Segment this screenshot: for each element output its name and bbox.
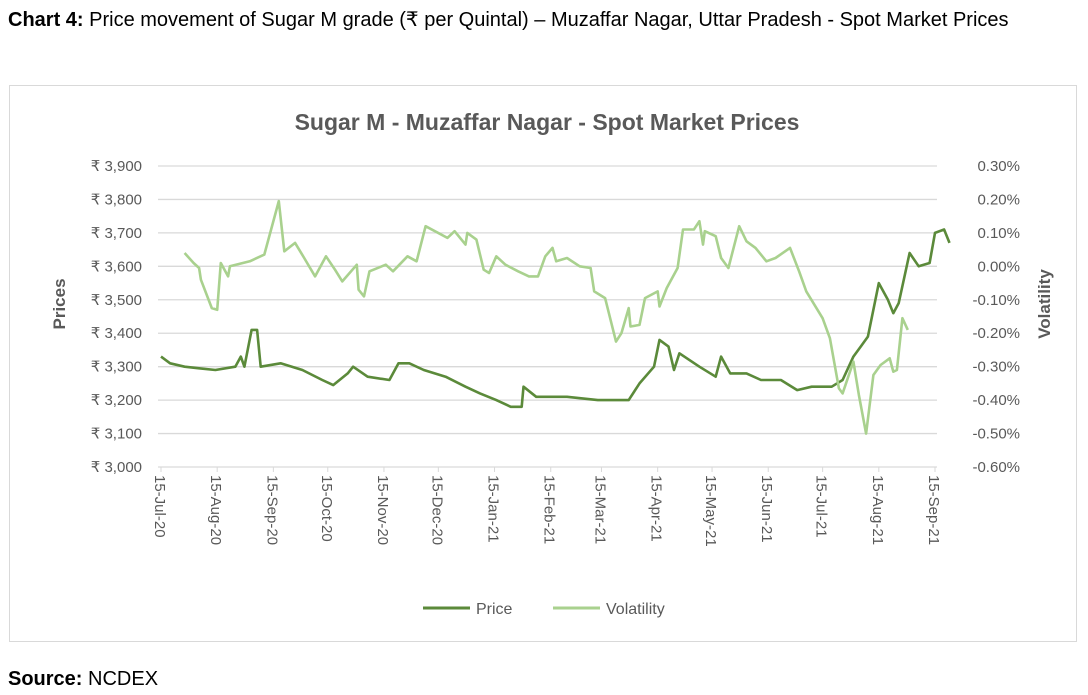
x-tick-label: 15-Jul-21 [813,475,830,538]
x-tick-label: 15-Aug-20 [207,475,224,545]
y2-tick-label: 0.30% [977,158,1020,175]
y-tick-label: ₹ 3,000 [91,459,142,476]
chart-svg: Sugar M - Muzaffar Nagar - Spot Market P… [50,109,1054,618]
y2-tick-label: -0.10% [972,292,1020,309]
y-axis-label: Prices [50,278,69,329]
y2-tick-label: -0.50% [972,426,1020,443]
x-tick-label: 15-Apr-21 [648,475,665,542]
series-line-volatility [183,199,909,435]
y-tick-label: ₹ 3,300 [91,359,142,376]
series-line-price [160,228,951,409]
y2-tick-label: 0.20% [977,191,1020,208]
chart-title: Sugar M - Muzaffar Nagar - Spot Market P… [295,109,800,135]
y-tick-label: ₹ 3,500 [91,292,142,309]
caption-text: Price movement of Sugar M grade (₹ per Q… [83,9,1009,31]
y2-tick-label: -0.20% [972,325,1020,342]
x-tick-label: 15-Feb-21 [541,475,558,544]
y-tick-label: ₹ 3,100 [91,426,142,443]
x-tick-label: 15-Aug-21 [869,475,886,545]
source-label: Source: [8,668,83,690]
y-tick-label: ₹ 3,200 [91,392,142,409]
y-tick-label: ₹ 3,400 [91,325,142,342]
y2-tick-label: 0.10% [977,225,1020,242]
x-tick-label: 15-Dec-20 [428,475,445,545]
x-tick-label: 15-Oct-20 [318,475,335,542]
x-tick-label: 15-Nov-20 [374,475,391,545]
x-tick-label: 15-Sep-21 [925,475,942,545]
y2-tick-label: -0.60% [972,459,1020,476]
x-tick-label: 15-Jul-20 [151,475,168,538]
source-text: NCDEX [82,668,159,690]
x-tick-label: 15-Mar-21 [591,475,608,544]
caption-label: Chart 4: [8,9,84,31]
legend-price-label: Price [476,601,513,618]
chart-container: Sugar M - Muzaffar Nagar - Spot Market P… [9,85,1077,642]
y2-axis-label: Volatility [1035,269,1054,339]
y2-tick-label: -0.40% [972,392,1020,409]
chart-caption: Chart 4: Price movement of Sugar M grade… [8,4,1068,36]
legend-volatility-label: Volatility [606,601,665,618]
x-tick-label: 15-Jan-21 [485,475,502,543]
y-tick-label: ₹ 3,800 [91,191,142,208]
x-tick-label: 15-Sep-20 [263,475,280,545]
y-tick-label: ₹ 3,700 [91,225,142,242]
y2-tick-label: 0.00% [977,258,1020,275]
source-note: Source: NCDEX [8,668,158,691]
x-tick-label: 15-May-21 [702,475,719,547]
y2-tick-label: -0.30% [972,359,1020,376]
x-tick-label: 15-Jun-21 [758,475,775,543]
y-tick-label: ₹ 3,600 [91,258,142,275]
y-tick-label: ₹ 3,900 [91,158,142,175]
legend: Price Volatility [423,601,665,618]
